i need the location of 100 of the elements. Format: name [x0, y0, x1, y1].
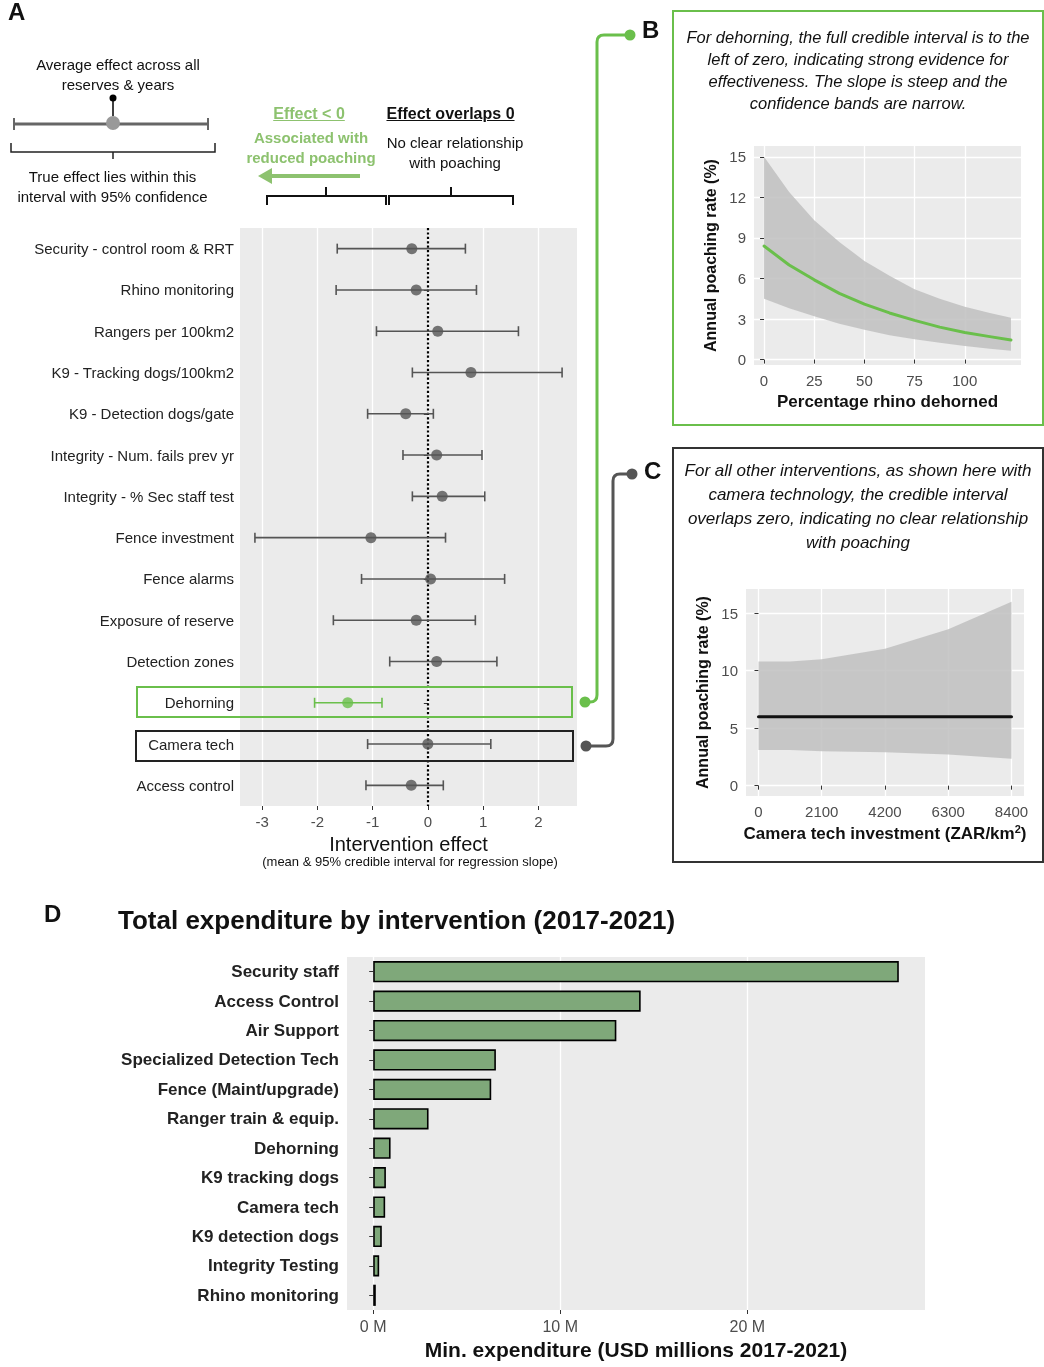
point — [425, 573, 437, 585]
y-tick-label: Integrity Testing — [208, 1256, 339, 1276]
y-tick-label: K9 detection dogs — [191, 1226, 339, 1246]
y-tick-label: 5 — [729, 719, 738, 737]
x-tick-label: 25 — [805, 372, 823, 389]
y-tick-label: 15 — [721, 604, 738, 622]
x-tick-label: 2 — [534, 813, 543, 830]
y-tick-label: Camera tech — [148, 735, 234, 753]
point — [342, 697, 354, 709]
x-tick-label: 4200 — [868, 803, 902, 820]
y-tick-label: 9 — [737, 229, 746, 247]
y-tick-label: Rhino monitoring — [120, 281, 234, 299]
point — [400, 408, 412, 420]
line-series — [762, 244, 1013, 342]
text: Average effect across all reserves & years — [35, 55, 201, 95]
bar — [373, 1137, 391, 1159]
point — [406, 243, 418, 255]
bar — [373, 1196, 386, 1218]
text: True effect lies within this interval with 95% confidence — [16, 167, 209, 207]
chart-title: For dehorning, the full credible interval is to the left of zero, indicating strong evidence for effectiveness. The slope is steep and the confidence bands are narrow. — [685, 27, 1031, 114]
bar — [373, 990, 641, 1012]
x-tick-label: -2 — [310, 813, 325, 830]
point — [431, 449, 443, 461]
y-tick-label: K9 - Tracking dogs/100km2 — [51, 364, 234, 381]
y-tick-label: Fence (Maint/upgrade) — [157, 1079, 339, 1099]
chart-title: For all other interventions, as shown here with camera technology, the credible interval overlaps zero, indicating no clear relationship with poaching — [684, 460, 1032, 554]
point — [465, 367, 477, 378]
bar — [373, 1167, 386, 1189]
y-tick-label: Dehorning — [254, 1138, 339, 1158]
y-tick-label: 15 — [729, 148, 746, 166]
y-axis-title: Annual poaching rate (%) — [701, 159, 719, 352]
bar — [373, 1108, 429, 1130]
bar — [373, 1225, 382, 1248]
text: C — [644, 457, 662, 484]
y-tick-label: Security staff — [231, 962, 340, 982]
y-tick-label: Fence investment — [115, 529, 235, 547]
y-tick-label: 0 — [729, 777, 738, 795]
text: (mean & 95% credible interval for regression slope) — [261, 853, 559, 871]
text: Effect overlaps 0 — [385, 104, 516, 124]
x-tick-label: 0 — [423, 813, 433, 830]
y-tick-label: Rhino monitoring — [197, 1285, 339, 1305]
y-tick-label: Specialized Detection Tech — [121, 1050, 339, 1070]
x-tick-label: 0 M — [359, 1317, 387, 1335]
bar — [373, 1049, 496, 1071]
x-tick-label: 0 — [759, 372, 769, 389]
x-tick-label: 20 M — [729, 1317, 766, 1335]
x-tick-label: 6300 — [931, 803, 965, 820]
y-tick-label: Security - control room & RRT — [34, 240, 234, 258]
y-tick-label: 0 — [737, 351, 746, 369]
text: Effect < 0 — [272, 104, 346, 124]
y-tick-label: Integrity - % Sec staff test — [63, 487, 235, 505]
y-tick-label: Integrity - Num. fails prev yr — [50, 446, 234, 464]
x-tick-label: 1 — [478, 813, 488, 830]
y-tick-label: Camera tech — [236, 1197, 339, 1217]
text: No clear relationship with poaching — [385, 133, 525, 173]
text: A — [8, 0, 26, 25]
y-tick-label: Ranger train & equip. — [167, 1109, 339, 1129]
x-axis-title: Min. expenditure (USD millions 2017-2021) — [424, 1337, 848, 1361]
point — [422, 738, 434, 750]
y-tick-label: Air Support — [245, 1021, 340, 1041]
point — [436, 490, 448, 502]
x-tick-label: 8400 — [994, 803, 1029, 820]
y-tick-label: Rangers per 100km2 — [93, 322, 234, 340]
text: B — [642, 16, 660, 43]
x-tick-label: 10 M — [542, 1317, 579, 1335]
bar — [373, 961, 899, 983]
chart-title: Total expenditure by intervention (2017-2021) — [118, 905, 676, 935]
point — [431, 656, 443, 667]
y-tick-label: Fence alarms — [143, 570, 234, 588]
x-tick-label: 2100 — [805, 803, 839, 820]
point — [432, 325, 444, 337]
y-tick-label: K9 tracking dogs — [201, 1168, 339, 1188]
text: Associated with reduced poaching — [245, 128, 377, 168]
point — [410, 614, 422, 626]
y-tick-label: 3 — [737, 310, 746, 328]
x-axis-title: Intervention effect — [329, 833, 489, 855]
y-axis-title: Annual poaching rate (%) — [693, 596, 711, 789]
bar — [373, 1019, 617, 1042]
y-tick-label: 6 — [737, 269, 746, 287]
y-tick-label: 10 — [721, 662, 738, 680]
point — [405, 779, 417, 791]
x-tick-label: 0 — [754, 803, 763, 820]
y-tick-label: Access control — [136, 776, 234, 794]
text: D — [44, 900, 62, 927]
bar — [373, 1078, 492, 1100]
x-tick-label: -3 — [255, 813, 269, 830]
x-tick-label: 50 — [856, 372, 873, 389]
x-tick-label: -1 — [365, 813, 380, 830]
x-tick-label: 100 — [952, 372, 978, 389]
point — [410, 284, 422, 296]
y-tick-label: Exposure of reserve — [99, 611, 234, 629]
x-axis-title: Percentage rhino dehorned — [776, 391, 999, 411]
y-tick-label: 12 — [729, 188, 746, 206]
y-tick-label: Detection zones — [126, 653, 234, 670]
point — [365, 532, 377, 544]
y-tick-label: Access Control — [214, 991, 339, 1011]
y-tick-label: K9 - Detection dogs/gate — [68, 405, 234, 423]
x-tick-label: 75 — [906, 372, 923, 389]
y-tick-label: Dehorning — [164, 694, 234, 712]
bar — [373, 1255, 380, 1277]
